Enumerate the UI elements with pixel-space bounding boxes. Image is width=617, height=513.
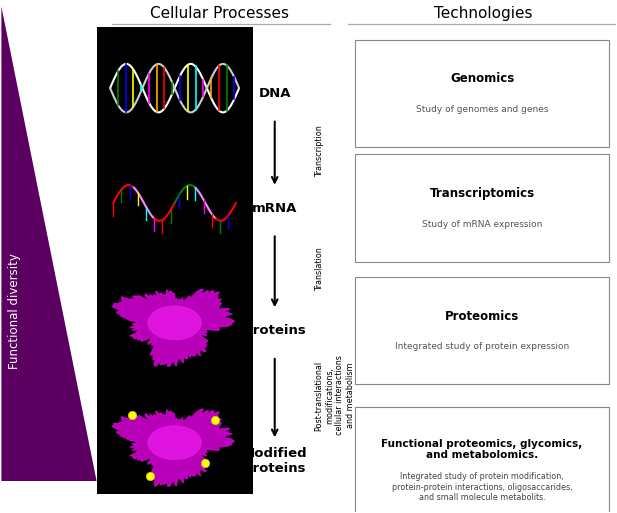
- Polygon shape: [148, 426, 201, 459]
- Text: Genomics: Genomics: [450, 72, 514, 86]
- Text: Transcriptomics: Transcriptomics: [429, 187, 534, 200]
- Text: Translation: Translation: [315, 247, 324, 291]
- Text: Study of genomes and genes: Study of genomes and genes: [416, 105, 549, 114]
- Text: Transcription: Transcription: [315, 125, 324, 176]
- Polygon shape: [1, 7, 97, 481]
- Text: Functional diversity: Functional diversity: [9, 253, 22, 369]
- Bar: [355, 40, 610, 147]
- Bar: [97, 27, 253, 494]
- Text: DNA: DNA: [259, 87, 291, 100]
- Polygon shape: [148, 306, 201, 340]
- Text: Proteins: Proteins: [243, 324, 306, 337]
- Text: Proteomics: Proteomics: [445, 310, 519, 323]
- Polygon shape: [148, 306, 201, 340]
- Text: Technologies: Technologies: [434, 6, 533, 21]
- Text: mRNA: mRNA: [252, 202, 297, 214]
- Polygon shape: [148, 426, 201, 459]
- Polygon shape: [148, 426, 201, 459]
- Text: Modified
proteins: Modified proteins: [242, 447, 307, 475]
- Polygon shape: [112, 409, 234, 486]
- Polygon shape: [112, 289, 234, 367]
- Text: Functional proteomics, glycomics,
and metabolomics.: Functional proteomics, glycomics, and me…: [381, 439, 582, 460]
- Text: Study of mRNA expression: Study of mRNA expression: [422, 220, 542, 229]
- Polygon shape: [148, 426, 201, 459]
- Bar: [355, 154, 610, 262]
- Polygon shape: [148, 306, 201, 340]
- Text: Post-translational
modifications,
cellular interactions
and metabolism: Post-translational modifications, cellul…: [315, 356, 355, 436]
- Bar: [355, 277, 610, 384]
- Bar: [355, 407, 610, 513]
- Text: Integrated study of protein modification,
protein-protein interactions, oligosac: Integrated study of protein modification…: [392, 472, 573, 502]
- Polygon shape: [148, 306, 201, 340]
- Text: Integrated study of protein expression: Integrated study of protein expression: [395, 342, 569, 351]
- Text: Cellular Processes: Cellular Processes: [150, 6, 289, 21]
